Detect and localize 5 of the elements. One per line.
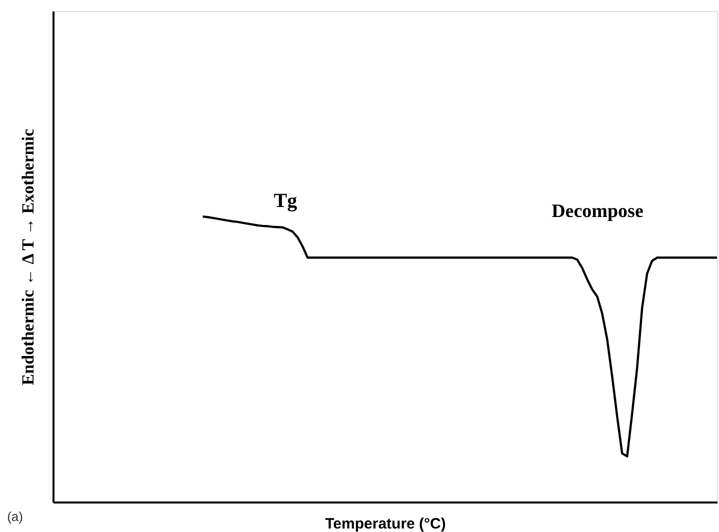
text: Tg (274, 190, 298, 212)
text: (a) (7, 509, 23, 524)
y-axis-title: Endothermic ← Δ T → Exothermic (18, 128, 38, 386)
x-axis-title: Temperature (°C) (325, 516, 446, 532)
annotation: Decompose (552, 201, 644, 222)
